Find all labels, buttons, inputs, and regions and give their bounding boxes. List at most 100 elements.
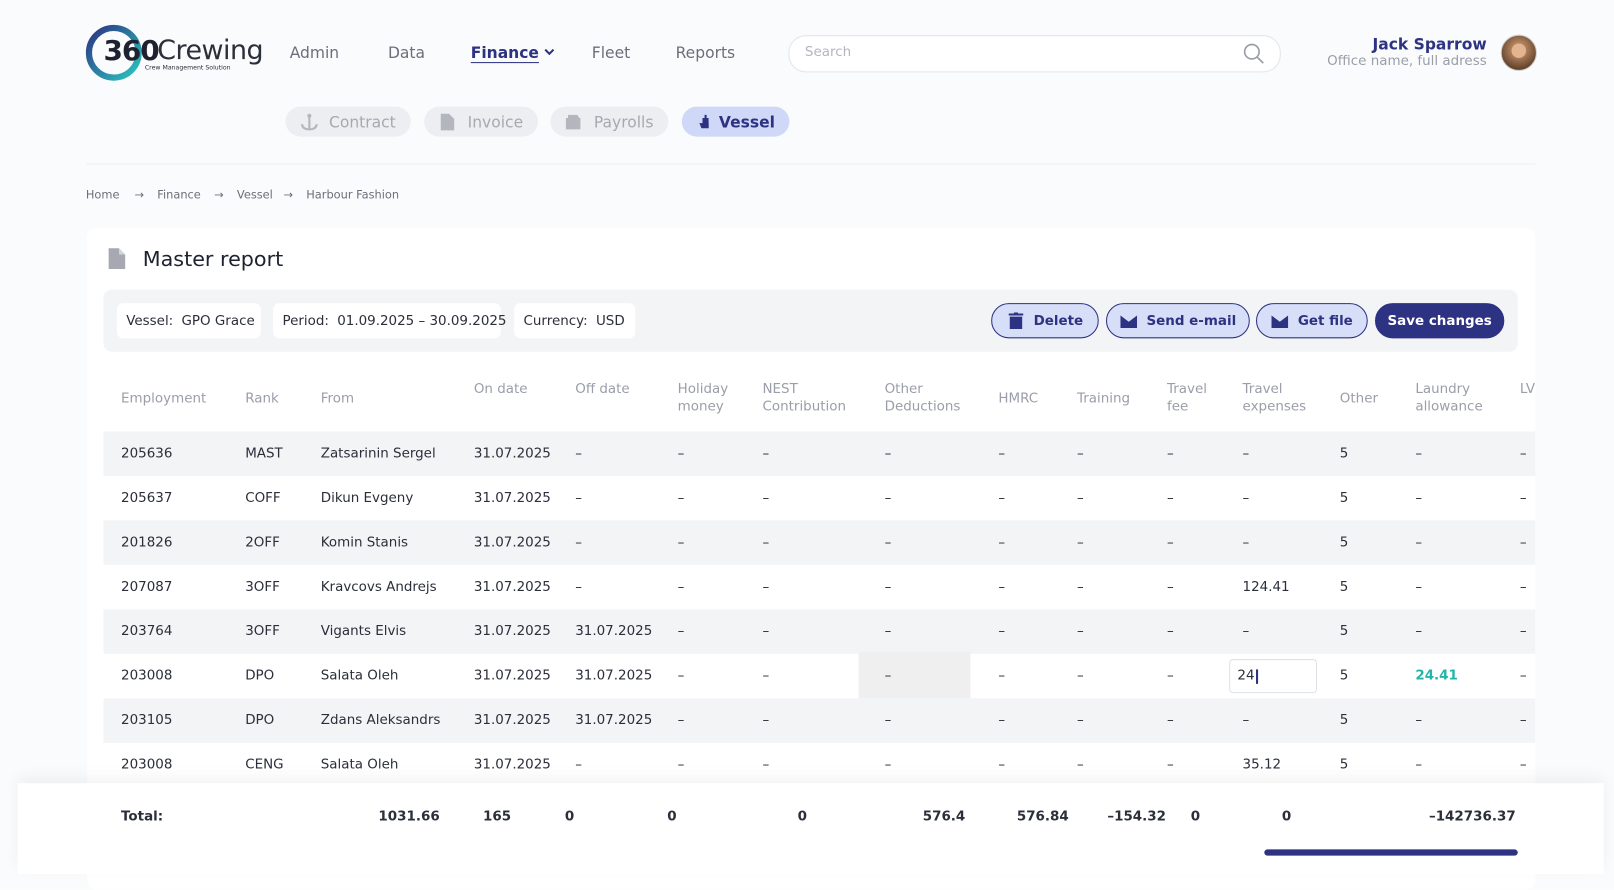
action-button[interactable]: Save changes [1374,303,1505,339]
nav-item[interactable]: Fleet [591,43,631,63]
tab[interactable]: Contract [285,106,411,137]
scrollbar[interactable] [1264,849,1518,856]
search-icon[interactable] [1243,42,1266,65]
column-header[interactable]: HMRC [998,391,1039,407]
column-header[interactable]: Off date [575,381,630,398]
user-name[interactable]: Jack Sparrow [1372,35,1487,54]
table-cell: – [575,757,582,773]
table-cell: – [762,445,770,462]
breadcrumb-item[interactable]: Finance [157,188,201,202]
column-header[interactable]: Training [1077,391,1131,407]
table-cell: – [1167,668,1174,684]
table-cell: – [677,534,685,551]
column-header[interactable]: Other Deductions [884,381,961,415]
total-value: 165 [483,809,512,825]
table-cell: – [998,623,1006,640]
table-cell: COFF [245,490,281,506]
filter-value: USD [595,312,625,329]
search-box[interactable] [788,35,1281,73]
column-header[interactable]: On date [473,381,528,398]
cell-highlight [858,651,971,699]
table-cell: – [677,668,685,684]
icon [565,114,581,129]
table-cell: – [998,490,1006,506]
table-cell: Vigants Elvis [320,623,407,640]
column-header[interactable]: Holiday money [677,381,729,415]
action-button[interactable]: Delete [991,303,1099,339]
table-cell: 203764 [121,623,173,640]
tab-label: Contract [329,112,396,131]
icon [1271,315,1289,328]
table-cell: 3OFF [245,579,280,595]
action-button[interactable]: Send e-mail [1105,303,1250,339]
table-cell: 203008 [121,668,173,684]
column-header[interactable]: NEST Contribution [762,381,847,415]
column-header[interactable]: Rank [245,391,279,407]
table-cell: – [998,445,1006,462]
breadcrumb-item: Harbour Fashion [306,188,400,202]
action-label: Save changes [1387,312,1492,329]
table-cell: 5 [1339,757,1349,773]
column-header[interactable]: Travel expenses [1242,381,1307,415]
table-cell: – [1167,712,1174,729]
action-button[interactable]: Get file [1256,303,1368,339]
chevron [544,48,555,56]
icon [1008,311,1024,329]
table-cell: – [1077,668,1084,684]
breadcrumb-arrow: → [214,188,224,202]
table-cell: 31.07.2025 [575,712,653,729]
filter-label: Currency: [523,312,588,329]
cell-input[interactable]: 24 [1229,659,1318,694]
filter-chip[interactable]: Vessel: GPO Grace [116,303,261,339]
table-row: 205636 MAST Zatsarinin Sergel 31.07.2025 – – –… [103,431,1536,476]
table-cell: 5 [1339,623,1349,640]
breadcrumb-item[interactable]: Vessel [236,188,273,202]
table-cell: – [1167,445,1174,462]
table-cell: Dikun Evgeny [320,490,414,506]
table-cell: – [998,579,1006,595]
table-cell: 24.41 [1415,668,1458,684]
table-cell: – [575,445,582,462]
column-header[interactable]: Employment [121,391,207,407]
tab[interactable]: Payrolls [550,106,669,137]
column-header[interactable]: Other [1339,391,1379,407]
table-row: 203105 DPO Zdans Aleksandrs 31.07.2025 31.07… [103,698,1536,743]
nav-item[interactable]: Admin [289,43,340,63]
table-cell: CENG [245,757,284,773]
nav-item[interactable]: Reports [675,43,736,63]
report-icon [108,248,126,269]
table-cell: DPO [245,668,275,684]
tab-label: Payrolls [593,112,654,131]
table-cell: Salata Oleh [320,757,399,773]
table-cell: – [762,490,770,506]
column-header[interactable]: From [320,391,355,407]
report-title: Master report [142,246,284,272]
column-header[interactable]: Travel fee [1167,381,1208,415]
table-cell: – [1242,490,1250,506]
nav-item[interactable]: Finance [471,43,556,62]
nav-item[interactable]: Data [387,43,426,63]
tab[interactable]: Vessel [681,106,790,137]
table-cell: – [762,534,770,551]
table-cell: – [575,534,582,551]
table-cell: – [998,712,1006,729]
filter-chip[interactable]: Currency: USD [514,303,636,339]
tab-label: Invoice [467,112,524,131]
column-header[interactable]: LV Inc [1519,381,1536,398]
table-cell: – [998,757,1006,773]
breadcrumb-item[interactable]: Home [85,188,120,202]
table-cell: – [677,579,685,595]
table-cell: – [998,534,1006,551]
icon [699,114,709,128]
user-avatar[interactable] [1500,34,1537,71]
filter-chip[interactable]: Period: 01.09.2025 – 30.09.2025 [273,303,507,339]
table-cell: Kravcovs Andrejs [320,579,437,595]
total-value: 576.84 [1016,809,1069,825]
table-cell: – [1167,534,1174,551]
tab[interactable]: Invoice [424,106,538,137]
table-cell: – [677,445,685,462]
table-cell: – [884,534,892,551]
logo-name: Crewing [157,35,264,67]
column-header[interactable]: Laundry allowance [1415,381,1483,415]
